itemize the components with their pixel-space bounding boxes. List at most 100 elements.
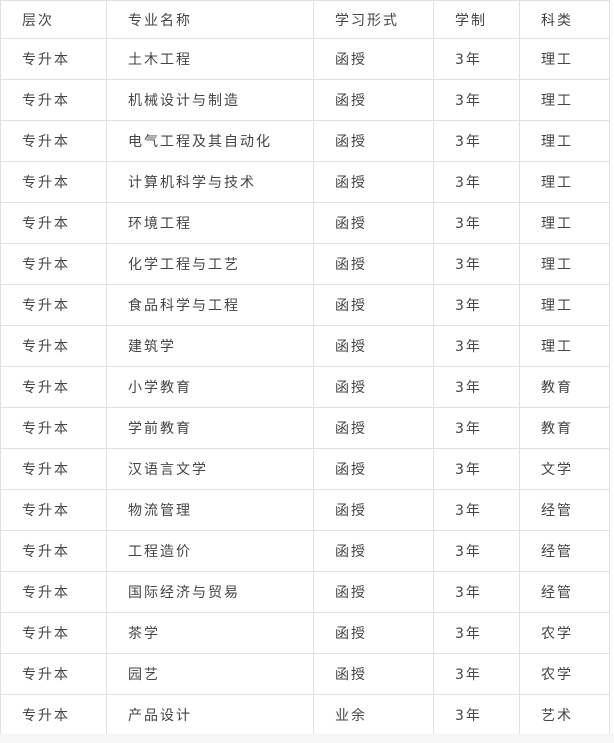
cell-major: 建筑学 [106,325,314,367]
table-row: 专升本 小学教育 函授 3年 教育 [0,366,610,408]
cell-major: 环境工程 [106,202,314,244]
cell-major: 茶学 [106,612,314,654]
cell-form: 函授 [313,366,434,408]
cell-major: 化学工程与工艺 [106,243,314,285]
cell-category: 农学 [519,612,610,654]
cell-category: 理工 [519,120,610,162]
table-row: 专升本 产品设计 业余 3年 艺术 [0,694,610,736]
cell-form: 函授 [313,120,434,162]
cell-category: 艺术 [519,694,610,736]
cell-category: 理工 [519,38,610,80]
cell-category: 经管 [519,489,610,531]
cell-major: 计算机科学与技术 [106,161,314,203]
programs-table-body: 专升本 土木工程 函授 3年 理工 专升本 机械设计与制造 函授 3年 理工 专升本 电气工程及其自动… [0,38,610,736]
cell-form: 函授 [313,612,434,654]
table-row: 专升本 园艺 函授 3年 农学 [0,653,610,695]
cell-level: 专升本 [0,243,107,285]
cell-major: 物流管理 [106,489,314,531]
cell-major: 机械设计与制造 [106,79,314,121]
cell-duration: 3年 [433,694,520,736]
table-row: 专升本 化学工程与工艺 函授 3年 理工 [0,243,610,285]
cell-duration: 3年 [433,407,520,449]
cell-category: 理工 [519,202,610,244]
cell-level: 专升本 [0,448,107,490]
table-row: 专升本 土木工程 函授 3年 理工 [0,38,610,80]
table-row: 专升本 电气工程及其自动化 函授 3年 理工 [0,120,610,162]
cell-major: 国际经济与贸易 [106,571,314,613]
cell-duration: 3年 [433,612,520,654]
cell-level: 专升本 [0,571,107,613]
header-row: 层次 专业名称 学习形式 学制 科类 [0,0,610,39]
cell-level: 专升本 [0,38,107,80]
cell-form: 函授 [313,653,434,695]
cell-form: 函授 [313,38,434,80]
cell-form: 函授 [313,489,434,531]
table-row: 专升本 食品科学与工程 函授 3年 理工 [0,284,610,326]
cell-major: 汉语言文学 [106,448,314,490]
cell-duration: 3年 [433,571,520,613]
cell-major: 工程造价 [106,530,314,572]
cell-category: 理工 [519,325,610,367]
cell-level: 专升本 [0,79,107,121]
cell-major: 产品设计 [106,694,314,736]
cell-category: 理工 [519,79,610,121]
cell-category: 教育 [519,366,610,408]
cell-major: 食品科学与工程 [106,284,314,326]
table-row: 专升本 工程造价 函授 3年 经管 [0,530,610,572]
cell-category: 经管 [519,530,610,572]
cell-category: 经管 [519,571,610,613]
page-bottom-strip [0,734,614,743]
table-row: 专升本 国际经济与贸易 函授 3年 经管 [0,571,610,613]
table-row: 专升本 汉语言文学 函授 3年 文学 [0,448,610,490]
cell-major: 学前教育 [106,407,314,449]
cell-level: 专升本 [0,284,107,326]
cell-level: 专升本 [0,694,107,736]
cell-duration: 3年 [433,120,520,162]
column-header-form: 学习形式 [313,0,434,39]
cell-major: 小学教育 [106,366,314,408]
cell-level: 专升本 [0,366,107,408]
cell-duration: 3年 [433,325,520,367]
cell-level: 专升本 [0,612,107,654]
cell-form: 函授 [313,530,434,572]
cell-duration: 3年 [433,202,520,244]
cell-duration: 3年 [433,284,520,326]
cell-level: 专升本 [0,407,107,449]
cell-major: 土木工程 [106,38,314,80]
cell-category: 理工 [519,284,610,326]
cell-category: 文学 [519,448,610,490]
cell-form: 函授 [313,161,434,203]
table-row: 专升本 学前教育 函授 3年 教育 [0,407,610,449]
cell-form: 函授 [313,448,434,490]
cell-level: 专升本 [0,161,107,203]
cell-form: 函授 [313,407,434,449]
cell-form: 函授 [313,571,434,613]
cell-level: 专升本 [0,489,107,531]
cell-duration: 3年 [433,243,520,285]
cell-category: 教育 [519,407,610,449]
cell-level: 专升本 [0,653,107,695]
table-row: 专升本 物流管理 函授 3年 经管 [0,489,610,531]
cell-form: 业余 [313,694,434,736]
cell-level: 专升本 [0,530,107,572]
table-row: 专升本 建筑学 函授 3年 理工 [0,325,610,367]
cell-form: 函授 [313,325,434,367]
cell-duration: 3年 [433,653,520,695]
cell-category: 理工 [519,161,610,203]
column-header-major: 专业名称 [106,0,314,39]
cell-major: 电气工程及其自动化 [106,120,314,162]
table-row: 专升本 机械设计与制造 函授 3年 理工 [0,79,610,121]
cell-category: 农学 [519,653,610,695]
cell-duration: 3年 [433,530,520,572]
cell-level: 专升本 [0,202,107,244]
cell-major: 园艺 [106,653,314,695]
column-header-category: 科类 [519,0,610,39]
table-row: 专升本 茶学 函授 3年 农学 [0,612,610,654]
cell-level: 专升本 [0,325,107,367]
cell-duration: 3年 [433,161,520,203]
cell-duration: 3年 [433,448,520,490]
cell-duration: 3年 [433,38,520,80]
column-header-level: 层次 [0,0,107,39]
cell-category: 理工 [519,243,610,285]
